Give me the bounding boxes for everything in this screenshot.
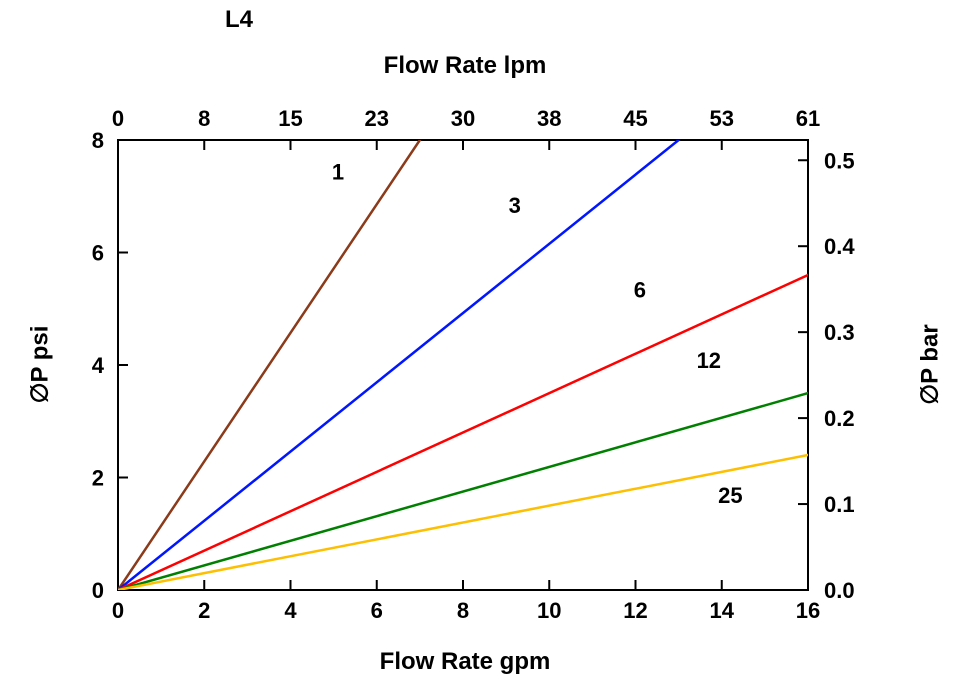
x-top-tick-label: 30 — [451, 106, 475, 131]
chart-svg: 02468101214160815233038455361024680.00.1… — [0, 0, 960, 696]
series-label-6: 6 — [634, 278, 646, 303]
x-top-tick-label: 53 — [710, 106, 734, 131]
x-bottom-tick-label: 4 — [284, 598, 297, 623]
y-left-tick-label: 0 — [92, 578, 104, 603]
series-label-25: 25 — [718, 483, 742, 508]
x-bottom-tick-label: 12 — [623, 598, 647, 623]
y-right-tick-label: 0.0 — [824, 578, 855, 603]
x-top-tick-label: 0 — [112, 106, 124, 131]
x-bottom-tick-label: 0 — [112, 598, 124, 623]
series-label-12: 12 — [697, 348, 721, 373]
y-right-tick-label: 0.3 — [824, 320, 855, 345]
x-bottom-tick-label: 14 — [710, 598, 735, 623]
series-label-1: 1 — [332, 159, 344, 184]
y-left-tick-label: 4 — [92, 353, 105, 378]
x-bottom-tick-label: 6 — [371, 598, 383, 623]
x-top-tick-label: 61 — [796, 106, 820, 131]
y-left-tick-label: 2 — [92, 466, 104, 491]
x-top-tick-label: 45 — [623, 106, 647, 131]
x-top-tick-label: 38 — [537, 106, 561, 131]
x-bottom-tick-label: 2 — [198, 598, 210, 623]
y-right-tick-label: 0.5 — [824, 148, 855, 173]
y-left-tick-label: 8 — [92, 128, 104, 153]
x-bottom-tick-label: 10 — [537, 598, 561, 623]
chart-container: L4 Flow Rate lpm Flow Rate gpm ∅P psi ∅P… — [0, 0, 960, 696]
series-label-3: 3 — [509, 193, 521, 218]
y-right-tick-label: 0.1 — [824, 492, 855, 517]
y-right-tick-label: 0.4 — [824, 234, 855, 259]
x-top-tick-label: 23 — [365, 106, 389, 131]
x-bottom-tick-label: 16 — [796, 598, 820, 623]
x-top-tick-label: 15 — [278, 106, 302, 131]
x-bottom-tick-label: 8 — [457, 598, 469, 623]
y-left-tick-label: 6 — [92, 241, 104, 266]
y-right-tick-label: 0.2 — [824, 406, 855, 431]
x-top-tick-label: 8 — [198, 106, 210, 131]
